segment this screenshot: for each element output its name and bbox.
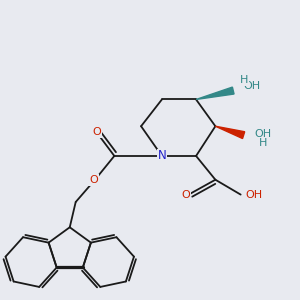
Text: O: O (89, 175, 98, 185)
Text: OH: OH (254, 129, 271, 139)
Polygon shape (215, 126, 245, 139)
Text: N: N (158, 149, 166, 162)
Text: H: H (239, 75, 248, 85)
Text: O: O (92, 127, 101, 137)
Text: O: O (181, 190, 190, 200)
Text: H: H (259, 138, 267, 148)
Text: OH: OH (244, 81, 261, 91)
Text: OH: OH (245, 190, 262, 200)
Polygon shape (196, 87, 234, 100)
